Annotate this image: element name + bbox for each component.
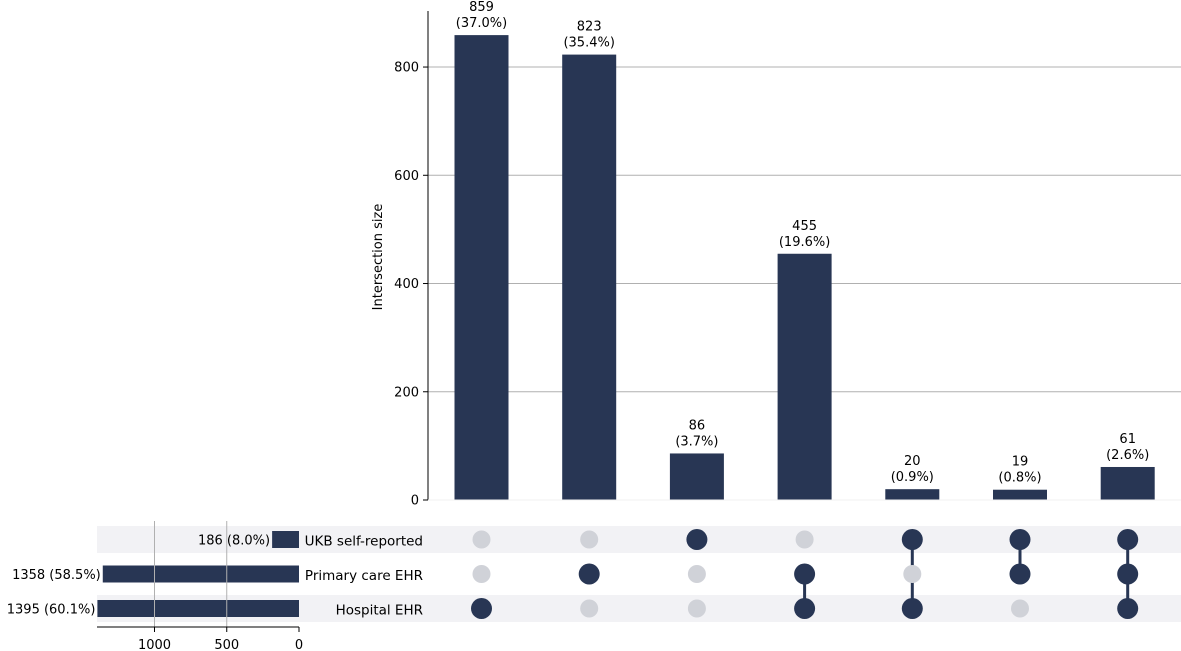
y-tick-label: 0 — [411, 494, 419, 509]
matrix-dot-active — [1117, 563, 1139, 585]
matrix-dot-inactive — [687, 565, 706, 583]
set-name-label: Hospital EHR — [336, 603, 423, 619]
matrix-dot-active — [794, 563, 816, 585]
y-tick-label: 400 — [394, 277, 419, 292]
bar-percent-label: (35.4%) — [563, 36, 614, 51]
matrix-dot-active — [686, 529, 708, 550]
bar-percent-label: (37.0%) — [456, 16, 507, 31]
intersection-bar — [454, 35, 509, 501]
matrix-row-stripes — [97, 526, 1181, 622]
matrix-dot-active — [1009, 529, 1031, 550]
intersection-bars — [454, 35, 1155, 501]
matrix-dot-active — [901, 529, 923, 550]
set-size-bar — [102, 565, 299, 583]
y-axis-label: Intersection size — [371, 204, 386, 311]
set-name-labels: 186 (8.0%) UKB self-reported 1358 (58.5%) P… — [7, 534, 423, 619]
bar-count-label: 19 — [1012, 455, 1029, 470]
bar-percent-label: (0.9%) — [891, 470, 934, 485]
bar-count-label: 61 — [1119, 432, 1136, 447]
y-axis: 0 200 400 600 800 — [394, 11, 1181, 509]
matrix-dot-inactive — [580, 599, 599, 618]
matrix-dot-inactive — [687, 599, 706, 618]
bar-count-label: 823 — [577, 20, 602, 35]
matrix-dot-active — [794, 598, 816, 619]
intersection-bar-labels: 859(37.0%) 823(35.4%) 86(3.7%) 455(19.6%) 20… — [456, 0, 1150, 486]
bar-percent-label: (19.6%) — [779, 235, 830, 250]
matrix-dot-active — [1117, 529, 1139, 550]
bar-count-label: 86 — [689, 418, 706, 433]
matrix-dot-active — [471, 598, 492, 619]
matrix-dot-active — [578, 563, 600, 585]
matrix-dot-inactive — [472, 530, 491, 549]
intersection-bar — [1100, 466, 1155, 500]
y-tick-label: 200 — [394, 385, 419, 400]
matrix-dot-active — [1009, 563, 1031, 585]
matrix-dot-inactive — [580, 530, 599, 549]
bar-count-label: 455 — [792, 219, 817, 234]
matrix-dot-inactive — [1011, 599, 1029, 618]
matrix-dot-active — [1117, 598, 1139, 619]
set-size-bar — [272, 531, 299, 548]
matrix-dot-inactive — [903, 565, 922, 583]
bar-count-label: 859 — [469, 0, 494, 15]
intersection-bar — [562, 54, 617, 500]
bar-percent-label: (3.7%) — [675, 434, 718, 449]
set-size-label: 1358 (58.5%) — [12, 568, 101, 583]
bar-count-label: 20 — [904, 454, 921, 469]
set-size-bars — [97, 531, 299, 617]
set-name-label: UKB self-reported — [305, 534, 423, 550]
set-name-label: Primary care EHR — [305, 568, 423, 584]
intersection-bar — [777, 253, 832, 500]
matrix-dot-active — [901, 598, 923, 619]
matrix-dot-inactive — [795, 530, 814, 549]
set-size-label: 186 (8.0%) — [198, 534, 270, 549]
intersection-bar — [669, 453, 724, 500]
intersection-bar — [993, 489, 1047, 500]
set-size-tick-label: 1000 — [138, 638, 171, 651]
bar-percent-label: (2.6%) — [1106, 448, 1149, 463]
set-size-bar — [97, 600, 299, 617]
y-tick-label: 600 — [394, 169, 419, 184]
set-size-tick-label: 500 — [214, 638, 239, 651]
y-tick-label: 800 — [394, 61, 419, 76]
intersection-bar — [885, 489, 940, 500]
set-size-label: 1395 (60.1%) — [7, 603, 96, 618]
matrix-dot-inactive — [472, 565, 491, 583]
set-size-tick-label: 0 — [295, 638, 303, 651]
bar-percent-label: (0.8%) — [998, 471, 1041, 486]
set-size-axis: 1000 500 0 — [97, 521, 303, 651]
intersection-matrix — [471, 529, 1139, 619]
